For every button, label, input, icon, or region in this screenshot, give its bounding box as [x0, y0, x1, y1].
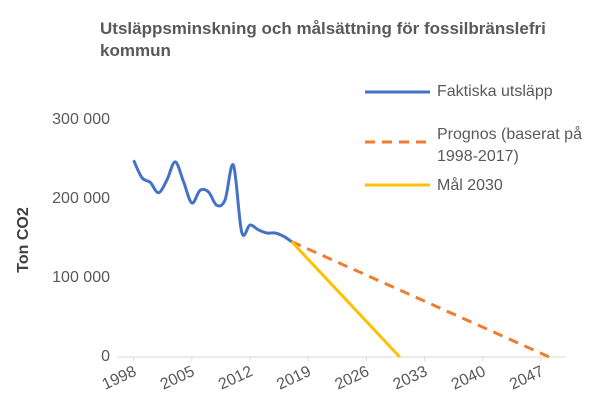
y-tick-label: 300 000: [52, 111, 110, 128]
y-axis-label: Ton CO2: [15, 207, 32, 273]
x-tick-label: 2019: [274, 363, 314, 394]
legend-label: Prognos (baserat på 1998-2017): [437, 126, 582, 165]
chart-title: Utsläppsminskning och målsättning för fo…: [100, 19, 546, 60]
series-line: [290, 240, 401, 359]
series-line: [290, 240, 550, 359]
legend-label: Mål 2030: [437, 177, 503, 194]
x-tick-label: 1998: [100, 363, 140, 394]
x-tick-label: 2047: [507, 363, 547, 394]
series-line: [132, 159, 293, 243]
y-tick-label: 200 000: [52, 190, 110, 207]
legend-label: Faktiska utsläpp: [437, 83, 553, 100]
y-tick-label: 100 000: [52, 269, 110, 286]
x-tick-label: 2012: [216, 363, 256, 394]
x-tick-label: 2033: [391, 363, 431, 394]
x-tick-label: 2026: [332, 363, 372, 394]
x-tick-label: 2005: [158, 363, 198, 394]
y-tick-label: 0: [101, 348, 110, 365]
x-tick-label: 2040: [449, 363, 489, 394]
